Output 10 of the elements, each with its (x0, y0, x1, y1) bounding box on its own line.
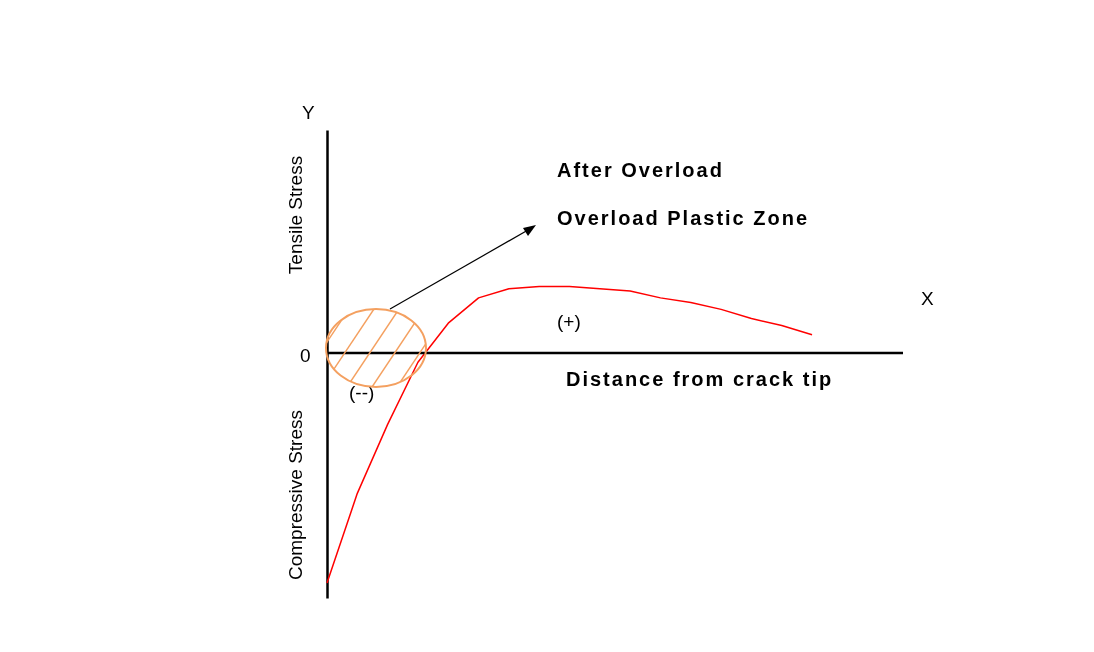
text: 0 (300, 345, 311, 366)
text: After Overload (557, 159, 724, 181)
text: Y (302, 102, 315, 123)
text: X (921, 288, 934, 309)
y-axis-title: Tensile Stress (284, 155, 306, 275)
x-axis-title: Distance from crack tip (566, 368, 834, 390)
text: Overload Plastic Zone (557, 206, 811, 231)
annotation: (+) (557, 311, 581, 332)
text: Compressive Stress (284, 410, 306, 580)
annotation: (--) (349, 382, 375, 403)
